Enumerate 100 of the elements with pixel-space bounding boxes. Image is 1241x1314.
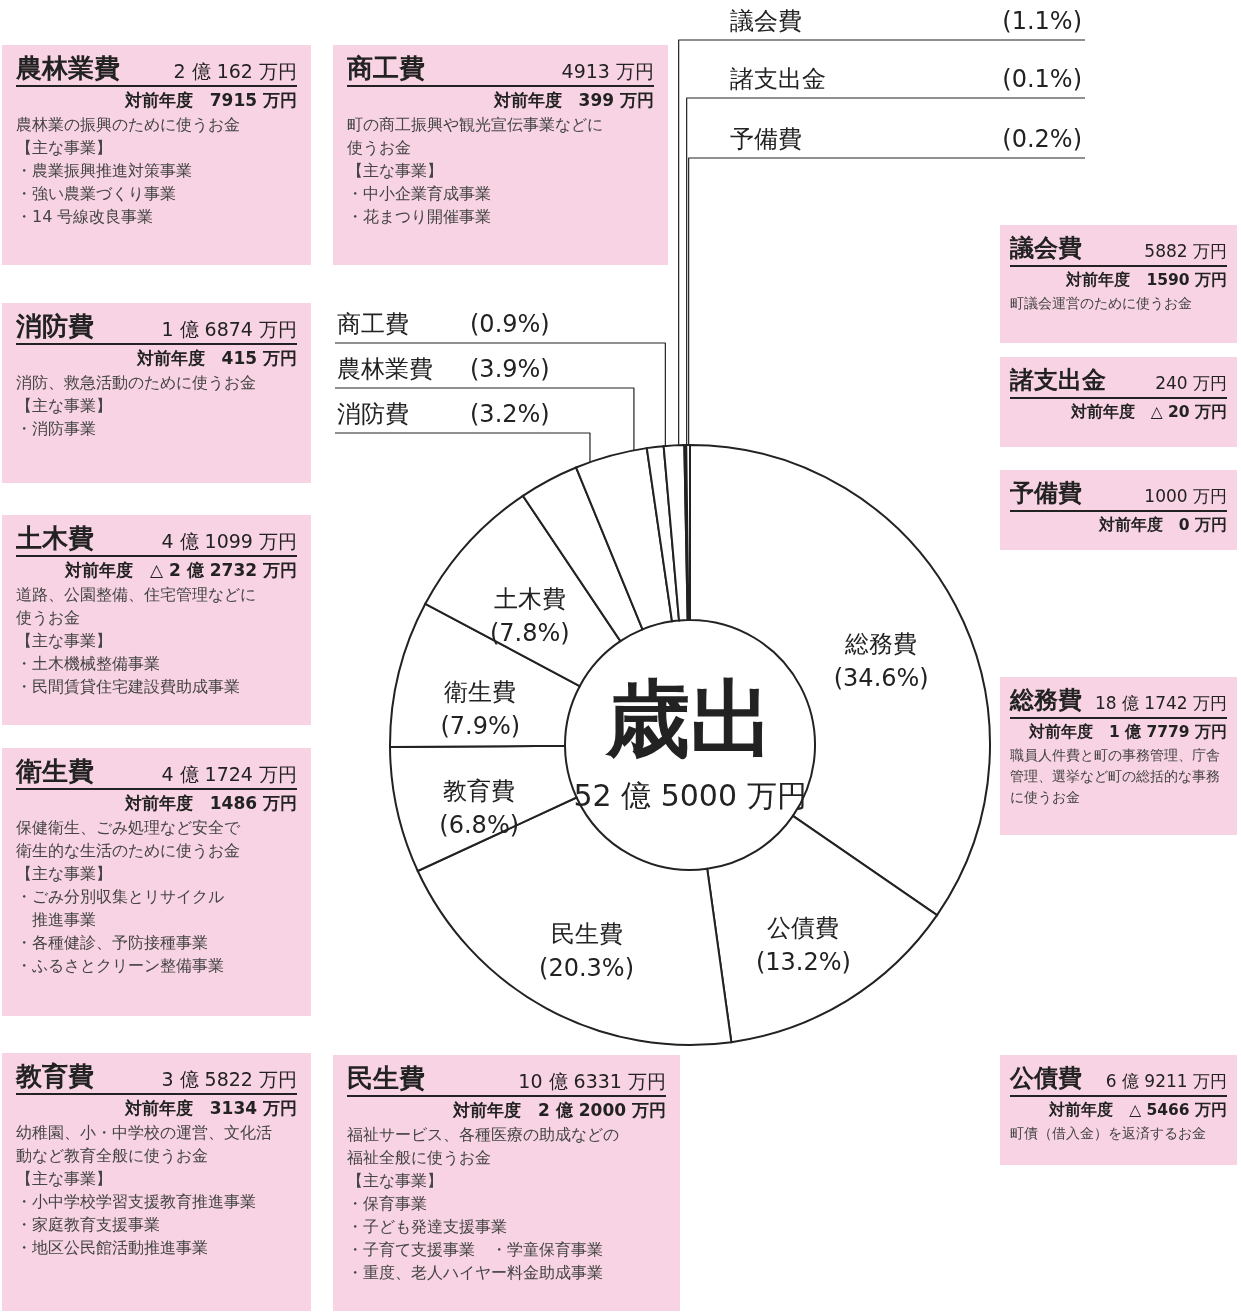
text: 予備費 bbox=[1010, 478, 1082, 508]
text: 衛生費 bbox=[16, 756, 94, 786]
text: ・子ども発達支援事業 bbox=[347, 1216, 508, 1238]
data-label: (7.9%) bbox=[440, 712, 521, 741]
text: 3 億 5822 万円 bbox=[161, 1067, 297, 1091]
text: 農林業の振興のために使うお金 bbox=[16, 114, 241, 136]
slice-label: 民生費 bbox=[550, 919, 623, 948]
text: 5882 万円 bbox=[1144, 240, 1227, 263]
text: 4 億 1099 万円 bbox=[161, 529, 297, 553]
slice-label: 消防費 bbox=[337, 400, 409, 428]
data-label: (0.2%) bbox=[1002, 125, 1082, 153]
text: 1 億 6874 万円 bbox=[161, 317, 297, 341]
text: 土木費 bbox=[16, 523, 94, 553]
text: 対前年度 3134 万円 bbox=[123, 1097, 297, 1120]
text: ・ごみ分別収集とリサイクル bbox=[16, 886, 225, 908]
text: 対前年度 1 億 7779 万円 bbox=[1027, 722, 1227, 743]
text: ・地区公民館活動推進事業 bbox=[16, 1237, 209, 1259]
text: 対前年度 415 万円 bbox=[135, 347, 297, 370]
text: 教育費 bbox=[16, 1061, 94, 1091]
slice-label: 公債費 bbox=[767, 913, 840, 942]
data-label: (0.1%) bbox=[1002, 65, 1082, 93]
text: 10 億 6331 万円 bbox=[518, 1069, 666, 1093]
text: ・各種健診、予防接種事業 bbox=[16, 932, 209, 954]
text: 幼稚園、小・中学校の運営、文化活 bbox=[16, 1122, 273, 1144]
data-label: (20.3%) bbox=[539, 953, 635, 982]
text: 消防、救急活動のために使うお金 bbox=[16, 372, 257, 394]
text: 使うお金 bbox=[347, 137, 412, 159]
text: 使うお金 bbox=[16, 607, 81, 629]
text: 6 億 9211 万円 bbox=[1105, 1070, 1227, 1093]
text: 福祉サービス、各種医療の助成などの bbox=[347, 1124, 620, 1146]
data-label: (3.2%) bbox=[470, 400, 550, 428]
text: 民生費 bbox=[347, 1063, 425, 1093]
text: 対前年度 1590 万円 bbox=[1065, 270, 1227, 291]
text: 農林業費 bbox=[16, 53, 120, 83]
data-label: (7.8%) bbox=[489, 619, 570, 648]
text: 【主な事業】 bbox=[16, 863, 113, 885]
text: 4 億 1724 万円 bbox=[161, 762, 297, 786]
slice-label: 諸支出金 bbox=[730, 65, 826, 93]
text: 議会費 bbox=[1010, 233, 1082, 263]
text: 諸支出金 bbox=[1010, 365, 1106, 395]
text: 240 万円 bbox=[1155, 372, 1227, 395]
text: ・ふるさとクリーン整備事業 bbox=[16, 955, 225, 977]
text: 公債費 bbox=[1010, 1063, 1082, 1093]
text: ・土木機械整備事業 bbox=[16, 653, 161, 675]
text: 町の商工振興や観光宣伝事業などに bbox=[347, 114, 604, 136]
data-label: (0.9%) bbox=[470, 310, 550, 338]
text: 【主な事業】 bbox=[16, 395, 113, 417]
text: ・子育て支援事業 ・学童保育事業 bbox=[347, 1239, 604, 1261]
text: 町債（借入金）を返済するお金 bbox=[1010, 1124, 1207, 1143]
text: ・強い農業づくり事業 bbox=[16, 183, 177, 205]
text: 対前年度 399 万円 bbox=[492, 89, 654, 112]
text: 対前年度 0 万円 bbox=[1097, 515, 1227, 536]
text: 対前年度 1486 万円 bbox=[123, 792, 297, 815]
text: 【主な事業】 bbox=[347, 1170, 444, 1192]
text: ・花まつり開催事業 bbox=[347, 206, 492, 228]
slice-label: 衛生費 bbox=[444, 678, 517, 707]
data-label: (13.2%) bbox=[755, 947, 851, 976]
text: 対前年度 7915 万円 bbox=[123, 89, 297, 112]
text: 総務費 bbox=[1010, 685, 1082, 715]
slice-label: 教育費 bbox=[443, 777, 516, 806]
slice-label: 予備費 bbox=[730, 125, 802, 153]
text: ・保育事業 bbox=[347, 1193, 428, 1215]
slice-label: 土木費 bbox=[493, 585, 566, 614]
text: 【主な事業】 bbox=[16, 137, 113, 159]
text: 衛生的な生活のために使うお金 bbox=[16, 840, 241, 862]
slice-label: 商工費 bbox=[337, 310, 409, 338]
text: ・14 号線改良事業 bbox=[16, 206, 155, 228]
text: ・中小企業育成事業 bbox=[347, 183, 492, 205]
text: 【主な事業】 bbox=[16, 1168, 113, 1190]
text: 52 億 5000 万円 bbox=[573, 778, 807, 813]
text: 商工費 bbox=[347, 53, 425, 83]
text: 動など教育全般に使うお金 bbox=[16, 1145, 209, 1167]
text: ・重度、老人ハイヤー料金助成事業 bbox=[347, 1262, 604, 1284]
slice-label: 総務費 bbox=[844, 629, 918, 658]
text: 道路、公園整備、住宅管理などに bbox=[16, 584, 257, 606]
text: 対前年度 △ 20 万円 bbox=[1069, 402, 1227, 423]
text: 推進事業 bbox=[31, 909, 97, 931]
text: 管理、選挙など町の総括的な事務 bbox=[1010, 767, 1221, 786]
data-label: (1.1%) bbox=[1002, 7, 1082, 35]
text: ・民間賃貸住宅建設費助成事業 bbox=[16, 676, 241, 698]
text: 4913 万円 bbox=[561, 59, 654, 83]
text: 対前年度 2 億 2000 万円 bbox=[452, 1099, 666, 1122]
text: 2 億 162 万円 bbox=[173, 59, 297, 83]
data-label: (3.9%) bbox=[470, 355, 550, 383]
slice-label: 議会費 bbox=[730, 7, 802, 35]
text: 対前年度 △ 5466 万円 bbox=[1048, 1100, 1227, 1121]
text: 【主な事業】 bbox=[16, 630, 113, 652]
data-label: (6.8%) bbox=[439, 811, 520, 840]
text: 保健衛生、ごみ処理など安全で bbox=[16, 817, 241, 839]
text: 18 億 1742 万円 bbox=[1094, 692, 1227, 715]
text: 1000 万円 bbox=[1144, 485, 1227, 508]
slice-label: 農林業費 bbox=[337, 355, 433, 383]
text: 福祉全般に使うお金 bbox=[347, 1147, 492, 1169]
text: 対前年度 △ 2 億 2732 万円 bbox=[64, 559, 297, 582]
data-label: (34.6%) bbox=[833, 663, 929, 692]
text: 【主な事業】 bbox=[347, 160, 444, 182]
text: ・家庭教育支援事業 bbox=[16, 1214, 161, 1236]
text: 歳出 bbox=[605, 670, 774, 768]
text: に使うお金 bbox=[1010, 788, 1081, 807]
text: ・農業振興推進対策事業 bbox=[16, 160, 193, 182]
